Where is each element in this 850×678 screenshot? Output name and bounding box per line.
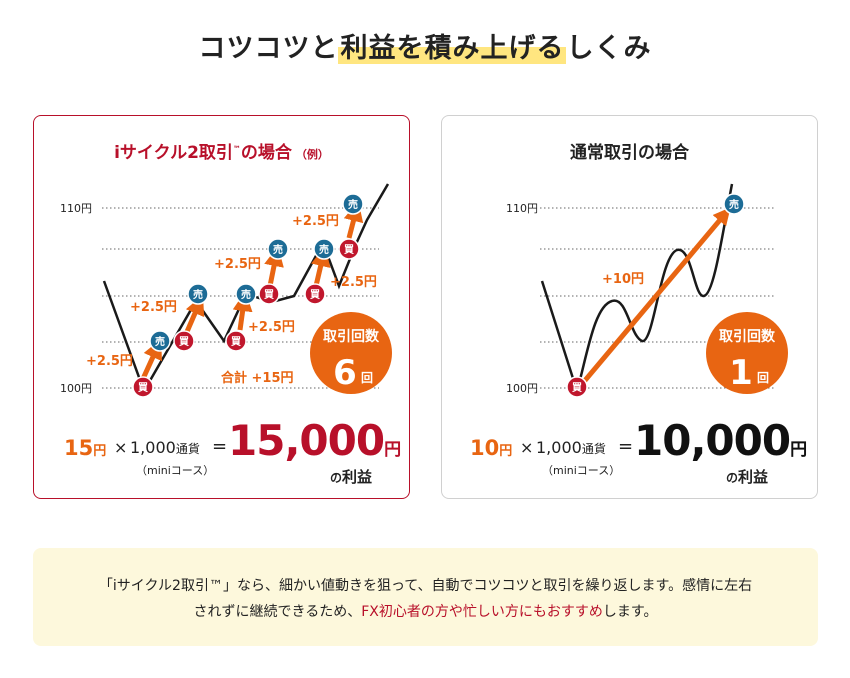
times-sign: × xyxy=(114,438,128,457)
gain-arrow xyxy=(183,294,205,335)
buy-marker: 買 xyxy=(132,376,154,398)
gain-label: +2.5円 xyxy=(214,257,261,272)
buy-marker: 買 xyxy=(338,238,360,260)
times-sign: × xyxy=(520,438,534,457)
sell-marker: 売 xyxy=(267,238,289,260)
svg-text:買: 買 xyxy=(231,336,241,348)
profit-label: の利益 xyxy=(330,468,373,486)
sell-marker: 売 xyxy=(313,238,335,260)
svg-text:買: 買 xyxy=(264,289,274,301)
sell-marker: 売 xyxy=(187,283,209,305)
gain-label: +2.5円 xyxy=(130,300,177,315)
gain-arrow xyxy=(232,291,253,331)
note-line-1: 「iサイクル2取引™」なら、細かい値動きを狙って、自動でコツコツと取引を繰り返し… xyxy=(98,578,753,594)
trade-count-badge: 取引回数 6 回 xyxy=(310,312,392,394)
gain-arrow xyxy=(139,338,162,383)
equals-sign: = xyxy=(212,436,228,457)
buy-marker: 買 xyxy=(304,283,326,305)
axis-label-110: 110円 xyxy=(60,202,92,215)
svg-text:売: 売 xyxy=(155,335,165,348)
icycle-card-title: iサイクル2取引™の場合 （例） xyxy=(114,143,329,163)
explanation-note: 「iサイクル2取引™」なら、細かい値動きを狙って、自動でコツコツと取引を繰り返し… xyxy=(33,548,818,646)
svg-text:回: 回 xyxy=(757,371,769,385)
svg-text:1: 1 xyxy=(729,353,753,393)
gain-label: +2.5円 xyxy=(248,320,295,335)
icycle-chart: 110円 100円 +2.5円 +2.5円 +2.5円 +2.5円 +2.5円 … xyxy=(60,183,392,398)
icycle-card: iサイクル2取引™の場合 （例） 110円 100円 +2.5円 xyxy=(33,115,410,499)
profit-amount: 10,000円 xyxy=(634,416,808,465)
buy-marker: 買 xyxy=(258,283,280,305)
profit-amount: 15,000円 xyxy=(228,416,402,465)
course-note: （miniコース） xyxy=(542,464,621,477)
axis-label-100: 100円 xyxy=(506,382,538,395)
normal-card-title: 通常取引の場合 xyxy=(570,143,689,163)
svg-text:回: 回 xyxy=(361,371,373,385)
buy-marker: 買 xyxy=(225,330,247,352)
note-line-2: されずに継続できるため、FX初心者の方や忙しい方にもおすすめします。 xyxy=(193,604,658,620)
profit-formula: 15円 × 1,000通貨 （miniコース） = 15,000円 の利益 xyxy=(34,416,409,500)
gain-label: +2.5円 xyxy=(330,275,377,290)
buy-marker: 買 xyxy=(173,330,195,352)
svg-text:売: 売 xyxy=(273,243,283,256)
sell-marker: 売 xyxy=(723,193,745,215)
pip-value: 15円 xyxy=(64,436,107,460)
trade-quantity: 1,000通貨 xyxy=(130,438,200,457)
gain-label: +2.5円 xyxy=(86,354,133,369)
svg-text:取引回数: 取引回数 xyxy=(323,328,380,345)
axis-label-100: 100円 xyxy=(60,382,92,395)
trade-count-badge: 取引回数 1 回 xyxy=(706,312,788,394)
course-note: （miniコース） xyxy=(136,464,215,477)
gain-arrow xyxy=(310,246,331,287)
profit-formula: 10円 × 1,000通貨 （miniコース） = 10,000円 の利益 xyxy=(442,416,817,500)
gain-arrow xyxy=(580,207,731,386)
svg-text:買: 買 xyxy=(138,382,148,394)
svg-text:売: 売 xyxy=(729,198,739,211)
sell-marker: 売 xyxy=(149,330,171,352)
svg-text:売: 売 xyxy=(241,288,251,301)
profit-label: の利益 xyxy=(726,468,769,486)
svg-text:6: 6 xyxy=(333,353,357,393)
total-gain-label: 合計 +15円 xyxy=(221,370,294,386)
sell-marker: 売 xyxy=(235,283,257,305)
normal-trade-card: 通常取引の場合 110円 100円 +10円 買 売 取引回数 1 回 xyxy=(441,115,818,499)
equals-sign: = xyxy=(618,436,634,457)
page-heading: コツコツと利益を積み上げるしくみ xyxy=(198,33,652,64)
gain-label: +2.5円 xyxy=(292,214,339,229)
svg-text:買: 買 xyxy=(572,382,582,394)
svg-text:売: 売 xyxy=(319,243,329,256)
buy-marker: 買 xyxy=(566,376,588,398)
price-line xyxy=(540,183,734,396)
svg-text:買: 買 xyxy=(310,289,320,301)
gain-arrow xyxy=(343,201,364,239)
gain-arrow xyxy=(264,246,284,287)
pip-value: 10円 xyxy=(470,436,513,460)
trade-quantity: 1,000通貨 xyxy=(536,438,606,457)
normal-trade-chart: 110円 100円 +10円 買 売 取引回数 1 回 xyxy=(506,183,788,398)
sell-marker: 売 xyxy=(342,193,364,215)
svg-text:買: 買 xyxy=(179,336,189,348)
svg-text:買: 買 xyxy=(344,244,354,256)
svg-text:取引回数: 取引回数 xyxy=(719,328,776,345)
gain-label: +10円 xyxy=(602,272,644,287)
svg-text:売: 売 xyxy=(193,288,203,301)
axis-label-110: 110円 xyxy=(506,202,538,215)
svg-text:売: 売 xyxy=(348,198,358,211)
